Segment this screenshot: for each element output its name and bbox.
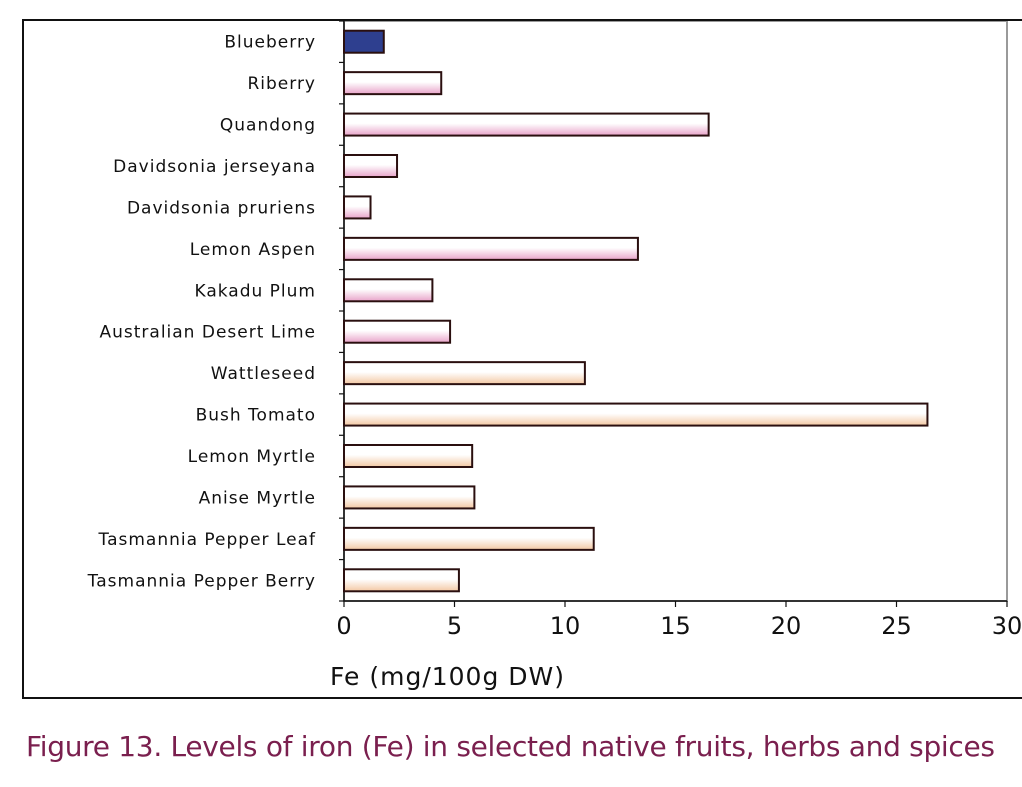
bars xyxy=(343,29,929,593)
bar-lemon-aspen xyxy=(343,236,639,261)
x-tick-label: 10 xyxy=(550,612,581,640)
figure-caption: Figure 13. Levels of iron (Fe) in select… xyxy=(26,730,995,763)
category-label: Lemon Myrtle xyxy=(188,447,316,467)
bar-bush-tomato xyxy=(343,402,929,427)
bar-davidsonia-pruriens xyxy=(343,195,372,220)
category-label: Tasmannia Pepper Berry xyxy=(87,571,316,591)
category-label: Blueberry xyxy=(224,33,316,53)
category-label: Davidsonia jerseyana xyxy=(113,157,316,177)
x-tick-label: 30 xyxy=(992,612,1022,640)
category-label: Quandong xyxy=(220,116,316,136)
bar-anise-myrtle xyxy=(343,485,476,510)
category-label: Riberry xyxy=(247,74,316,94)
category-label: Wattleseed xyxy=(211,364,316,384)
category-label: Anise Myrtle xyxy=(199,488,316,508)
bar-quandong xyxy=(343,112,710,137)
bar-lemon-myrtle xyxy=(343,444,474,468)
category-label: Australian Desert Lime xyxy=(99,323,316,343)
bar-chart: 0 5 10 15 20 25 30 Blueberry Riberry Quandong Dav… xyxy=(87,21,1022,691)
category-label: Davidsonia pruriens xyxy=(127,198,316,218)
category-label: Lemon Aspen xyxy=(190,240,316,260)
x-tick-label: 15 xyxy=(660,612,691,640)
bar-kakadu-plum xyxy=(343,278,434,303)
bar-tasmannia-pepper-leaf xyxy=(343,526,595,551)
plot-area-border xyxy=(343,21,1008,602)
bar-blueberry xyxy=(343,29,385,54)
x-tick-label: 25 xyxy=(881,612,912,640)
x-tick-label: 5 xyxy=(447,612,462,640)
x-tick-label: 0 xyxy=(336,612,351,640)
chart-frame: 0 5 10 15 20 25 30 Blueberry Riberry Quandong Dav… xyxy=(22,19,1022,699)
bar-davidsonia-jerseyana xyxy=(343,154,399,178)
bar-wattleseed xyxy=(343,361,586,386)
bar-australian-desert-lime xyxy=(343,319,452,344)
category-label: Tasmannia Pepper Leaf xyxy=(98,530,317,550)
category-labels: Blueberry Riberry Quandong Davidsonia jerse… xyxy=(87,33,317,592)
bar-riberry xyxy=(343,71,443,96)
bar-tasmannia-pepper-berry xyxy=(343,568,460,593)
x-axis: 0 5 10 15 20 25 30 xyxy=(336,21,1022,640)
category-label: Kakadu Plum xyxy=(194,281,316,301)
x-axis-title: Fe (mg/100g DW) xyxy=(330,662,565,691)
category-label: Bush Tomato xyxy=(196,406,316,426)
x-tick-label: 20 xyxy=(771,612,802,640)
